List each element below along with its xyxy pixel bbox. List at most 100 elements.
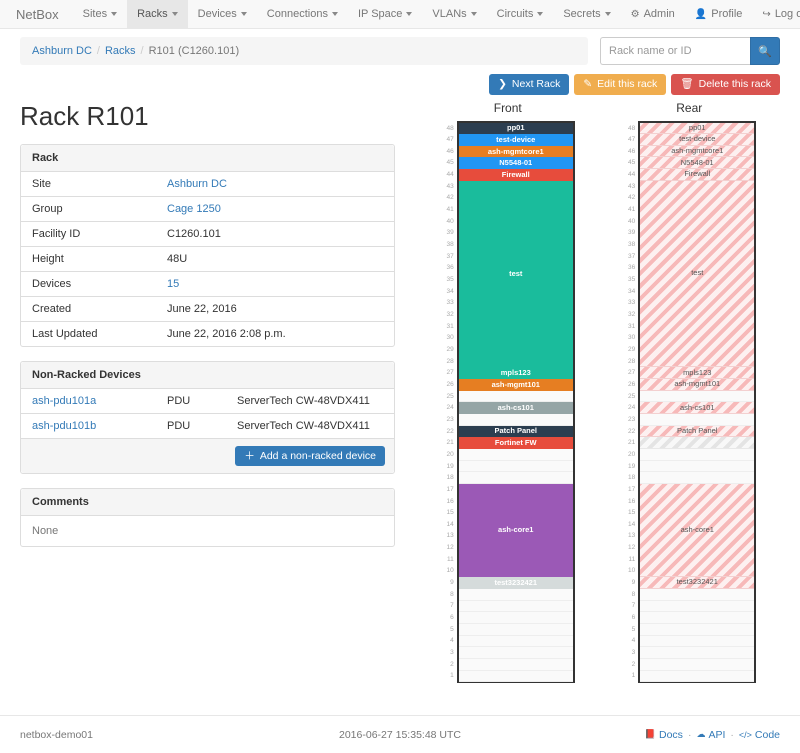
front-empty-unit[interactable]	[458, 670, 573, 683]
rear-device[interactable]: ash-core1	[640, 483, 755, 578]
footer-link-code[interactable]: </> Code	[739, 729, 780, 741]
rear-empty-unit[interactable]	[640, 635, 755, 648]
brand-netbox[interactable]: NetBox	[16, 6, 59, 22]
rear-empty-unit[interactable]	[640, 623, 755, 636]
front-empty-unit[interactable]	[458, 647, 573, 659]
rear-device[interactable]	[640, 437, 755, 449]
rear-device[interactable]: ash-mgmtcore1	[640, 145, 755, 158]
nav-right-label: Log out	[774, 8, 800, 20]
rear-empty-unit[interactable]	[640, 612, 755, 624]
nonracked-device-link[interactable]: ash-pdu101b	[32, 419, 97, 432]
rack-field-value[interactable]: Cage 1250	[156, 195, 394, 221]
rear-device[interactable]: mpls123	[640, 367, 755, 380]
rack-field-value[interactable]: Ashburn DC	[156, 172, 394, 197]
nav-admin[interactable]: ⚙ Admin	[621, 0, 685, 28]
rear-device[interactable]: test3232421	[640, 577, 755, 589]
front-device[interactable]: N5548-01	[458, 157, 573, 170]
breadcrumb-site-link[interactable]: Ashburn DC	[32, 45, 92, 57]
rear-empty-unit[interactable]	[640, 390, 755, 403]
rear-device[interactable]: Firewall	[640, 169, 755, 181]
front-empty-unit[interactable]	[458, 623, 573, 636]
rear-empty-unit[interactable]	[640, 647, 755, 659]
front-device[interactable]: Patch Panel	[458, 425, 573, 438]
front-unit-number: 18	[446, 474, 454, 482]
rack-field-link[interactable]: Cage 1250	[167, 202, 221, 215]
nav-log-out[interactable]: ↪Log out	[752, 0, 800, 28]
nav-profile[interactable]: 👤 Profile	[685, 0, 753, 28]
front-empty-unit[interactable]	[458, 658, 573, 671]
front-unit-number: 46	[446, 147, 454, 155]
nav-item-sites[interactable]: Sites	[73, 0, 127, 28]
front-device[interactable]: ash-core1	[458, 483, 573, 578]
rear-empty-unit[interactable]	[640, 600, 755, 613]
rear-device[interactable]: test	[640, 180, 755, 368]
next-rack-button[interactable]: ❯ Next Rack	[489, 74, 570, 95]
front-device[interactable]: mpls123	[458, 367, 573, 380]
rack-field-label: Group	[21, 195, 156, 221]
rear-empty-unit[interactable]	[640, 588, 755, 601]
search-icon[interactable]: 🔍	[750, 37, 780, 65]
rack-field-link[interactable]: Ashburn DC	[167, 177, 227, 190]
search-input[interactable]	[600, 37, 750, 65]
rear-device[interactable]: test-device	[640, 134, 755, 146]
delete-this-rack-button[interactable]: 🗑 Delete this rack	[671, 74, 780, 95]
rear-empty-unit[interactable]	[640, 414, 755, 426]
front-device[interactable]: pp01	[458, 122, 573, 135]
front-device[interactable]: test	[458, 180, 573, 368]
rack-search: 🔍	[600, 37, 780, 65]
rear-empty-unit[interactable]	[640, 472, 755, 484]
gear-icon: ⚙	[630, 8, 640, 20]
front-device-label: pp01	[506, 123, 525, 133]
front-empty-unit[interactable]	[458, 414, 573, 426]
rear-device[interactable]: Patch Panel	[640, 425, 755, 438]
front-empty-unit[interactable]	[458, 600, 573, 613]
rear-device[interactable]: ash-cs101	[640, 402, 755, 414]
front-device[interactable]: Firewall	[458, 169, 573, 181]
front-empty-unit[interactable]	[458, 460, 573, 473]
rear-empty-unit[interactable]	[640, 670, 755, 683]
nav-item-connections[interactable]: Connections	[257, 0, 348, 28]
nav-item-vlans[interactable]: VLANs	[422, 0, 486, 28]
front-empty-unit[interactable]	[458, 635, 573, 648]
nav-item-ip-space[interactable]: IP Space	[348, 0, 422, 28]
front-empty-unit[interactable]	[458, 472, 573, 484]
rear-unit-number: 3	[631, 649, 636, 657]
front-device[interactable]: ash-mgmtcore1	[458, 145, 573, 158]
trash-icon: 🗑	[680, 78, 694, 90]
front-device[interactable]: ash-mgmt101	[458, 379, 573, 391]
nonracked-device-name-cell[interactable]: ash-pdu101a	[21, 389, 156, 414]
rear-empty-unit[interactable]	[640, 658, 755, 671]
front-empty-unit[interactable]	[458, 448, 573, 461]
rack-elevations: Front 48 47 46 45 44 43 42 41 40 39 38 37 36 35 34 33 32…	[395, 101, 780, 683]
footer-link-docs[interactable]: 📕 Docs	[645, 729, 683, 741]
nav-item-secrets[interactable]: Secrets	[553, 0, 620, 28]
add-nonracked-device-button[interactable]: ＋ Add a non-racked device	[235, 445, 385, 466]
nav-right-label: Profile	[711, 8, 743, 20]
front-device-label: ash-core1	[498, 525, 534, 535]
rack-field-value[interactable]: 15	[156, 270, 394, 296]
rear-device[interactable]: N5548-01	[640, 157, 755, 170]
front-device[interactable]: ash-cs101	[458, 402, 573, 414]
rear-device[interactable]: ash-mgmt101	[640, 379, 755, 391]
front-empty-unit[interactable]	[458, 390, 573, 403]
breadcrumb-racks-link[interactable]: Racks	[104, 45, 136, 57]
front-empty-unit[interactable]	[458, 588, 573, 601]
front-unit-number: 35	[446, 276, 454, 284]
nav-item-circuits[interactable]: Circuits	[487, 0, 554, 28]
nav-item-racks[interactable]: Racks	[127, 0, 188, 28]
nav-right-label: Admin	[643, 8, 675, 20]
front-device[interactable]: Fortinet FW	[458, 437, 573, 449]
rear-empty-unit[interactable]	[640, 448, 755, 461]
rear-empty-unit[interactable]	[640, 460, 755, 473]
nonracked-device-link[interactable]: ash-pdu101a	[32, 394, 97, 407]
footer-link-api[interactable]: ☁ API	[696, 729, 725, 741]
rack-field-link[interactable]: 15	[167, 277, 180, 290]
nonracked-device-name-cell[interactable]: ash-pdu101b	[21, 412, 156, 438]
rear-unit-number: 10	[628, 567, 636, 575]
nav-item-devices[interactable]: Devices	[188, 0, 257, 28]
front-empty-unit[interactable]	[458, 612, 573, 624]
rear-device[interactable]: pp01	[640, 122, 755, 135]
edit-this-rack-button[interactable]: ✎ Edit this rack	[574, 74, 667, 95]
front-device[interactable]: test3232421	[458, 577, 573, 589]
front-device[interactable]: test-device	[458, 134, 573, 146]
